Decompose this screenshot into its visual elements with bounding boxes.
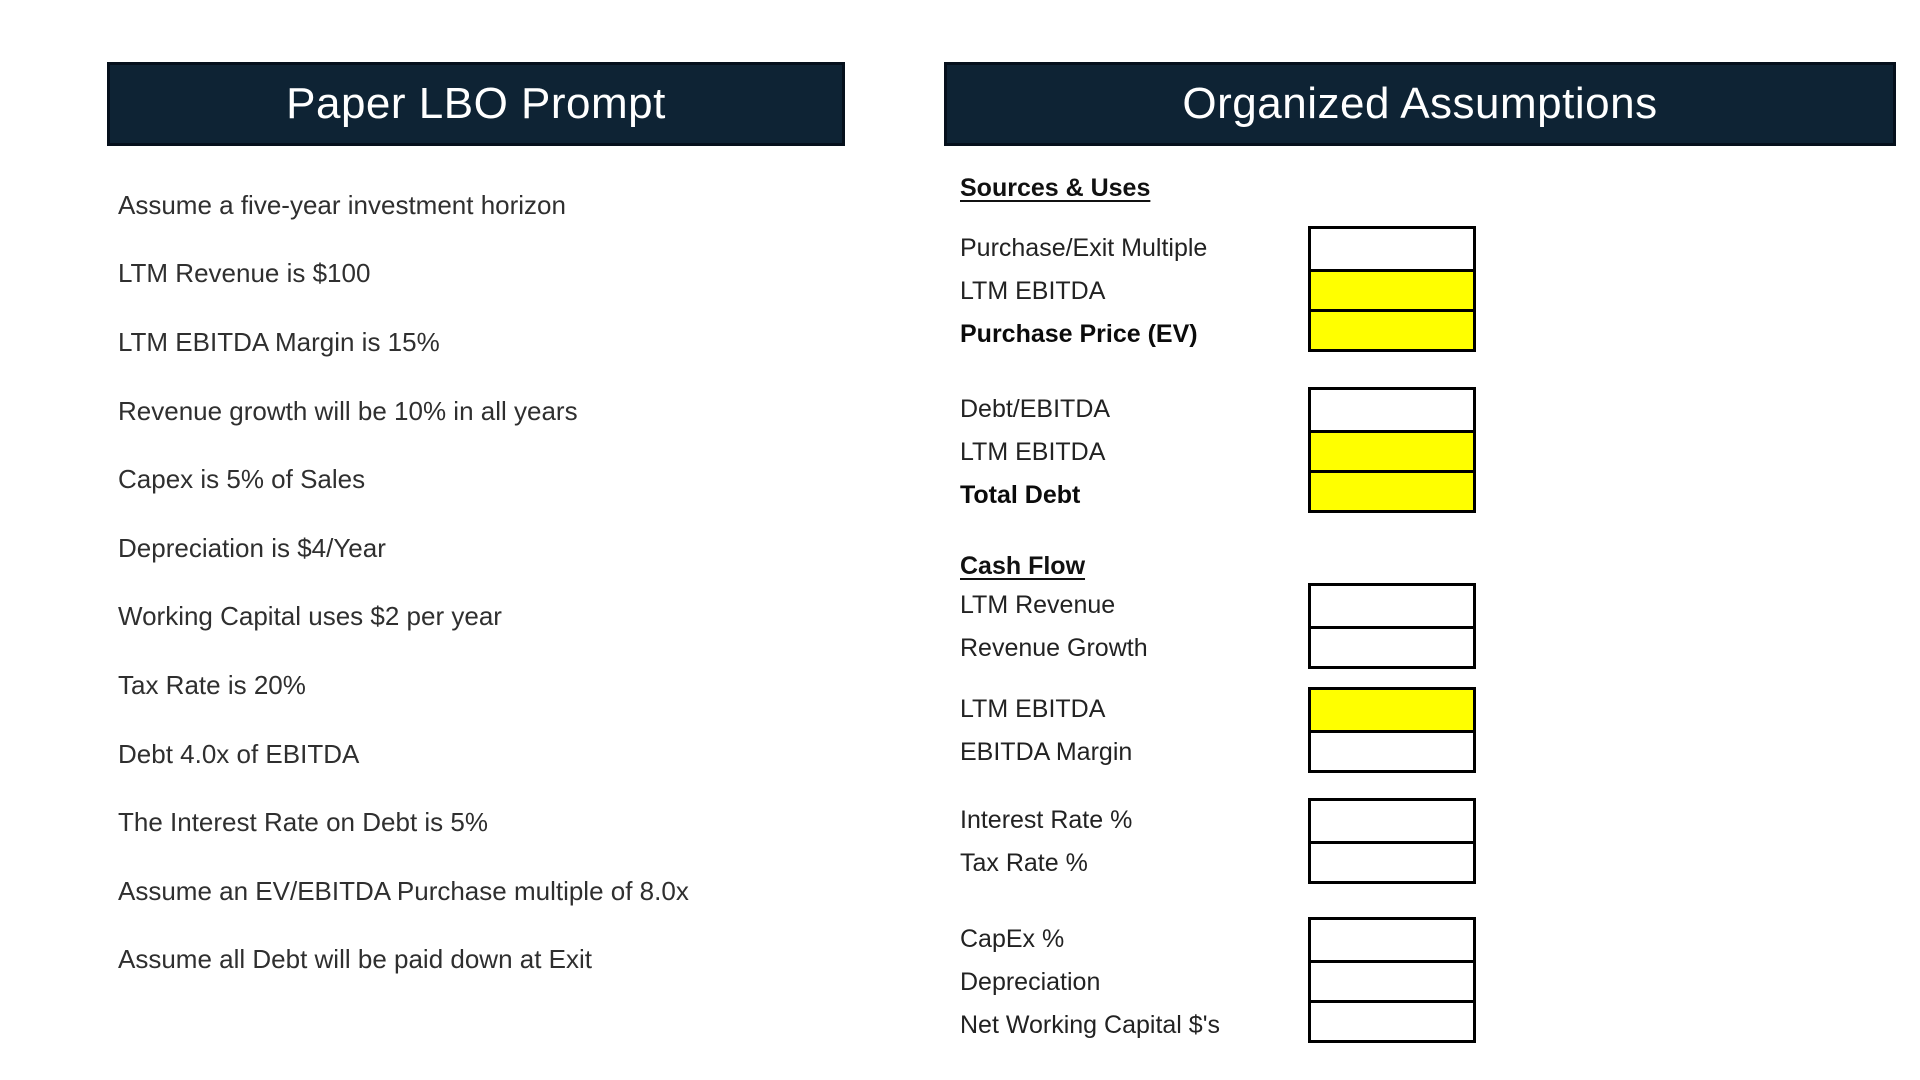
row-label: Total Debt [960, 481, 1081, 509]
total-debt-group: Debt/EBITDA LTM EBITDA Total Debt [960, 387, 1476, 517]
right-panel-title: Organized Assumptions [1182, 79, 1658, 128]
row-label: Interest Rate % [960, 806, 1133, 834]
input-cell[interactable] [1311, 430, 1473, 470]
debt-group-labels: Debt/EBITDA LTM EBITDA Total Debt [960, 387, 1308, 517]
input-cell[interactable] [1311, 390, 1473, 430]
debt-group-box-stack [1308, 387, 1476, 513]
revenue-group: LTM Revenue Revenue Growth [960, 583, 1476, 670]
input-cell[interactable] [1311, 690, 1473, 730]
row-label-container: LTM EBITDA [960, 688, 1308, 731]
prompt-item: Capex is 5% of Sales [118, 464, 366, 495]
paper-lbo-prompt-header: Paper LBO Prompt [107, 62, 845, 146]
organized-assumptions-header: Organized Assumptions [944, 62, 1896, 146]
sources-uses-heading-text: Sources & Uses [960, 173, 1151, 202]
purchase-price-group: Purchase/Exit Multiple LTM EBITDA Purcha… [960, 226, 1476, 356]
row-label: Purchase Price (EV) [960, 320, 1198, 348]
row-label: Purchase/Exit Multiple [960, 234, 1208, 262]
row-label-container: LTM EBITDA [960, 431, 1308, 474]
ebitda-group-box-stack [1308, 687, 1476, 773]
input-cell[interactable] [1311, 841, 1473, 881]
prompt-item: Revenue growth will be 10% in all years [118, 395, 578, 426]
revenue-group-labels: LTM Revenue Revenue Growth [960, 583, 1308, 670]
row-label-container: Revenue Growth [960, 627, 1308, 670]
rates-group: Interest Rate % Tax Rate % [960, 798, 1476, 885]
row-label: LTM EBITDA [960, 277, 1106, 305]
row-label: Depreciation [960, 968, 1101, 996]
input-cell[interactable] [1311, 960, 1473, 1000]
row-label: Net Working Capital $'s [960, 1011, 1220, 1039]
row-label: Debt/EBITDA [960, 395, 1111, 423]
input-cell[interactable] [1311, 1000, 1473, 1040]
row-label-container: Purchase/Exit Multiple [960, 227, 1308, 270]
cash-flow-heading-text: Cash Flow [960, 551, 1086, 580]
row-label-container: LTM Revenue [960, 584, 1308, 627]
revenue-group-box-stack [1308, 583, 1476, 669]
row-label: LTM EBITDA [960, 695, 1106, 723]
row-label: EBITDA Margin [960, 738, 1133, 766]
rates-group-labels: Interest Rate % Tax Rate % [960, 798, 1308, 885]
capex-group-box-stack [1308, 917, 1476, 1043]
input-cell[interactable] [1311, 229, 1473, 269]
row-label: Tax Rate % [960, 849, 1088, 877]
input-cell[interactable] [1311, 470, 1473, 510]
prompt-item: LTM Revenue is $100 [118, 258, 371, 289]
row-label-container: Depreciation [960, 961, 1308, 1004]
capex-group: CapEx % Depreciation Net Working Capital… [960, 917, 1476, 1047]
row-label-container: EBITDA Margin [960, 731, 1308, 774]
row-label-container: CapEx % [960, 918, 1308, 961]
prompt-item: The Interest Rate on Debt is 5% [118, 807, 488, 838]
prompt-item: Debt 4.0x of EBITDA [118, 738, 360, 769]
purchase-group-labels: Purchase/Exit Multiple LTM EBITDA Purcha… [960, 226, 1308, 356]
input-cell[interactable] [1311, 309, 1473, 349]
prompt-item: LTM EBITDA Margin is 15% [118, 326, 440, 357]
row-label: Revenue Growth [960, 634, 1148, 662]
purchase-group-box-stack [1308, 226, 1476, 352]
row-label: LTM Revenue [960, 591, 1116, 619]
prompt-item: Working Capital uses $2 per year [118, 601, 502, 632]
input-cell[interactable] [1311, 269, 1473, 309]
row-label-container: Net Working Capital $'s [960, 1004, 1308, 1047]
prompt-item: Tax Rate is 20% [118, 669, 306, 700]
left-panel-title: Paper LBO Prompt [286, 79, 666, 128]
rates-group-box-stack [1308, 798, 1476, 884]
ebitda-group-labels: LTM EBITDA EBITDA Margin [960, 687, 1308, 774]
input-cell[interactable] [1311, 730, 1473, 770]
row-label-container: Total Debt [960, 474, 1308, 517]
row-label-container: Tax Rate % [960, 842, 1308, 885]
row-label: CapEx % [960, 925, 1065, 953]
prompt-item: Assume an EV/EBITDA Purchase multiple of… [118, 875, 689, 906]
input-cell[interactable] [1311, 626, 1473, 666]
capex-group-labels: CapEx % Depreciation Net Working Capital… [960, 917, 1308, 1047]
sources-uses-heading: Sources & Uses [960, 168, 1150, 208]
row-label-container: LTM EBITDA [960, 270, 1308, 313]
input-cell[interactable] [1311, 586, 1473, 626]
prompt-list: Assume a five-year investment horizon LT… [118, 171, 818, 994]
cash-flow-heading: Cash Flow [960, 546, 1085, 586]
row-label-container: Interest Rate % [960, 799, 1308, 842]
row-label-container: Debt/EBITDA [960, 388, 1308, 431]
prompt-item: Assume a five-year investment horizon [118, 189, 566, 220]
row-label: LTM EBITDA [960, 438, 1106, 466]
input-cell[interactable] [1311, 920, 1473, 960]
row-label-container: Purchase Price (EV) [960, 313, 1308, 356]
prompt-item: Assume all Debt will be paid down at Exi… [118, 944, 593, 975]
input-cell[interactable] [1311, 801, 1473, 841]
prompt-item: Depreciation is $4/Year [118, 532, 386, 563]
ebitda-group: LTM EBITDA EBITDA Margin [960, 687, 1476, 774]
